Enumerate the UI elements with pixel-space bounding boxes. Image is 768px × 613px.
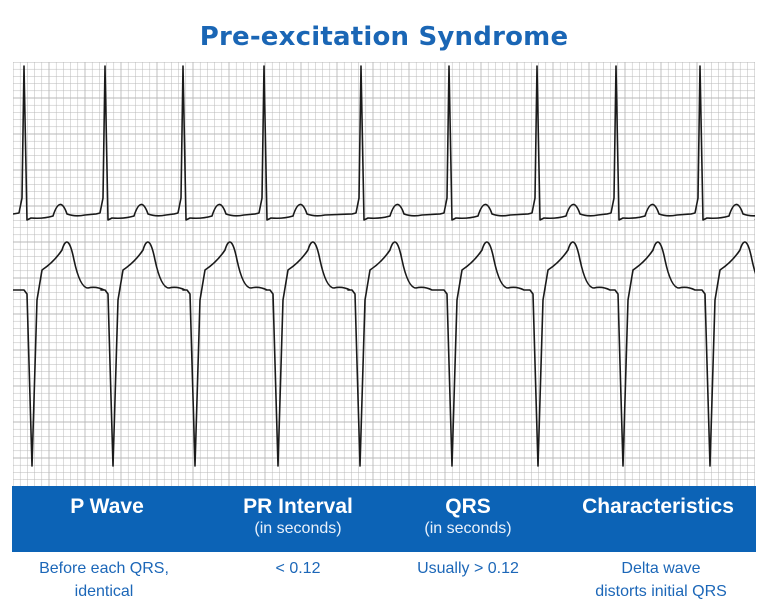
value-pr-interval: < 0.12	[198, 557, 398, 580]
header-label: PR Interval	[243, 495, 353, 518]
value-qrs: Usually > 0.12	[388, 557, 548, 580]
ecg-strip	[13, 62, 755, 486]
value-line: distorts initial QRS	[595, 583, 727, 600]
value-p-wave: Before each QRS, identical	[14, 557, 194, 603]
ecg-trace-lead-2	[13, 241, 755, 467]
value-line: Usually > 0.12	[417, 560, 519, 577]
ecg-grid	[13, 62, 755, 486]
ecg-trace-lead-1	[13, 65, 755, 221]
header-sublabel: (in seconds)	[254, 520, 342, 537]
value-line: Delta wave	[621, 560, 701, 577]
value-characteristics: Delta wave distorts initial QRS	[566, 557, 756, 603]
header-label: P Wave	[70, 495, 144, 518]
value-line: < 0.12	[275, 560, 321, 577]
header-p-wave: P Wave	[18, 495, 196, 519]
page-title: Pre-excitation Syndrome	[199, 22, 569, 52]
header-label: Characteristics	[582, 495, 734, 518]
header-pr-interval: PR Interval (in seconds)	[198, 495, 398, 539]
table-header-band: P Wave PR Interval (in seconds) QRS (in …	[12, 486, 756, 552]
header-characteristics: Characteristics	[560, 495, 756, 519]
header-sublabel: (in seconds)	[424, 520, 512, 537]
value-line: identical	[74, 583, 134, 600]
header-label: QRS	[445, 495, 491, 518]
header-qrs: QRS (in seconds)	[388, 495, 548, 539]
value-line: Before each QRS,	[39, 560, 169, 577]
